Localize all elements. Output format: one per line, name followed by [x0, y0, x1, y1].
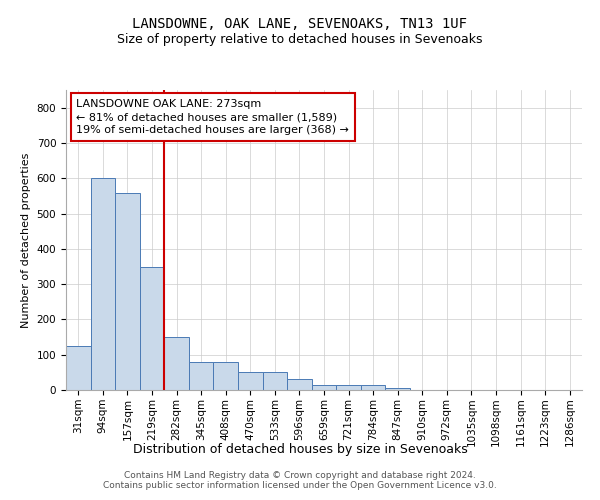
Bar: [91, 178, 115, 390]
Bar: [238, 372, 263, 390]
Bar: [312, 384, 336, 390]
Bar: [361, 386, 385, 390]
Text: Distribution of detached houses by size in Sevenoaks: Distribution of detached houses by size …: [133, 442, 467, 456]
Text: LANSDOWNE OAK LANE: 273sqm
← 81% of detached houses are smaller (1,589)
19% of s: LANSDOWNE OAK LANE: 273sqm ← 81% of deta…: [76, 99, 349, 136]
Bar: [287, 380, 312, 390]
Text: Contains HM Land Registry data © Crown copyright and database right 2024.
Contai: Contains HM Land Registry data © Crown c…: [103, 470, 497, 490]
Bar: [140, 267, 164, 390]
Bar: [115, 194, 140, 390]
Bar: [263, 372, 287, 390]
Bar: [214, 362, 238, 390]
Bar: [189, 362, 214, 390]
Bar: [385, 388, 410, 390]
Bar: [66, 346, 91, 390]
Y-axis label: Number of detached properties: Number of detached properties: [21, 152, 31, 328]
Bar: [336, 386, 361, 390]
Text: LANSDOWNE, OAK LANE, SEVENOAKS, TN13 1UF: LANSDOWNE, OAK LANE, SEVENOAKS, TN13 1UF: [133, 18, 467, 32]
Text: Size of property relative to detached houses in Sevenoaks: Size of property relative to detached ho…: [117, 32, 483, 46]
Bar: [164, 337, 189, 390]
